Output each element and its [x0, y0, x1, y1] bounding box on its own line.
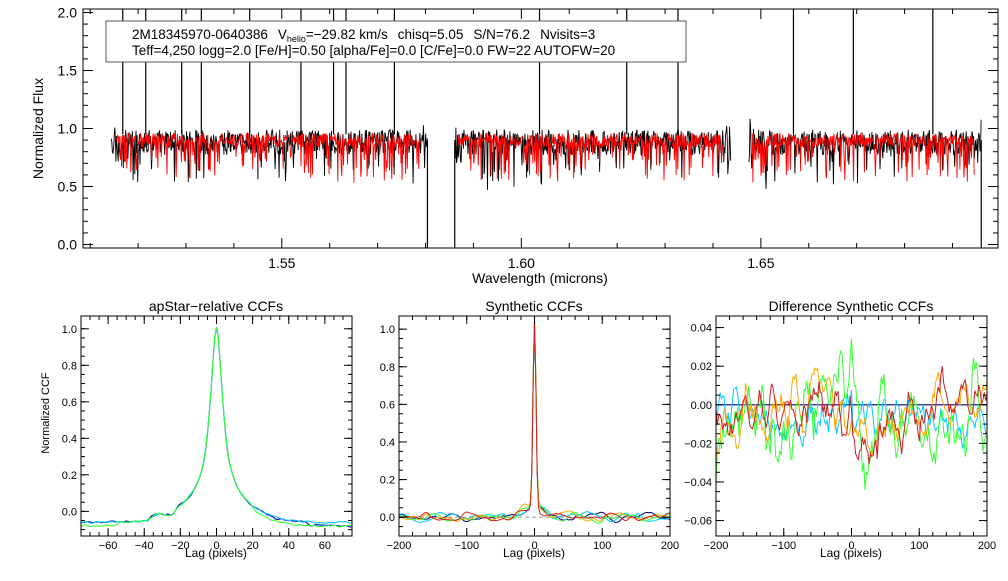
spectrum-ytick-label: 0.0 — [58, 237, 78, 253]
ccf1-xtick-label: −40 — [135, 540, 154, 552]
model-spectrum-chip-3 — [751, 131, 975, 183]
spectrum-xtick-label: 1.60 — [508, 255, 535, 271]
observed-spectrum-chip-1 — [110, 125, 428, 184]
spectrum-ytick-label: 0.5 — [58, 179, 78, 195]
spectrum-ylabel: Normalized Flux — [30, 78, 46, 179]
ccf2-xtick-label: 200 — [661, 540, 679, 552]
ccf1-xtick-label: −60 — [99, 540, 118, 552]
ccf1-ytick-label: 0.2 — [62, 470, 77, 482]
vhelio-value: =−29.82 km/s — [306, 27, 388, 42]
ccf3-ytick-label: 0.04 — [691, 323, 712, 335]
ccf3-ytick-label: −0.02 — [684, 438, 712, 450]
ccf1-plot — [81, 327, 352, 528]
ccf1-series-visit-2 — [81, 328, 352, 524]
ccf1-ytick-label: 0.0 — [62, 506, 77, 518]
ccf3-ticks: −200 −100 0 100 200 −0.06 −0.04 −0.02 0.00 0.02 0.… — [684, 316, 996, 552]
ccf2-series-visit-1 — [399, 319, 670, 523]
ccf2-title: Synthetic CCFs — [485, 298, 582, 314]
ccf3-series-visit-3 — [716, 366, 987, 460]
ccf2-series-visit-3 — [399, 317, 670, 523]
ccf1-xtick-label: 60 — [319, 540, 331, 552]
stellar-params: Teff=4,250 logg=2.0 [Fe/H]=0.50 [alpha/F… — [132, 43, 615, 58]
ccf2-ytick-label: 0.6 — [380, 399, 395, 411]
ccf1-ytick-label: 0.6 — [62, 397, 77, 409]
ccf2-ticks: −200 −100 0 100 200 0.0 0.2 0.4 0.6 0.8 1.0 — [380, 316, 679, 552]
ccf2-frame — [398, 315, 671, 537]
ccf2-series-combined — [399, 320, 670, 524]
ccf3-title: Difference Synthetic CCFs — [769, 298, 934, 314]
vhelio-subscript: helio — [287, 34, 306, 44]
ccf2-xlabel: Lag (pixels) — [503, 546, 565, 560]
ccf3-series-visit-1 — [716, 386, 987, 454]
ccf2-ytick-label: 0.0 — [380, 512, 395, 524]
ccf1-xlabel: Lag (pixels) — [185, 546, 247, 560]
ccf3-xtick-label: −200 — [704, 540, 729, 552]
ccf2-ytick-label: 0.4 — [380, 437, 395, 449]
ccf1-series-visit-1 — [81, 327, 352, 528]
ccf2-series-visit-2 — [399, 316, 670, 524]
snr-value: S/N=76.2 — [473, 27, 530, 42]
ccf1-xtick-label: −20 — [171, 540, 190, 552]
model-spectrum-chip-1 — [114, 132, 421, 183]
ccf3-xtick-label: 0 — [848, 540, 854, 552]
ccf2-xtick-label: −100 — [454, 540, 479, 552]
ccf1-ticks: −60 −40 −20 0 20 40 60 0.0 0.2 0.4 0.6 0.8 1.0 — [62, 316, 352, 552]
ccf3-xtick-label: 100 — [910, 540, 928, 552]
ccf1-xtick-label: 20 — [247, 540, 259, 552]
ccf1-ytick-label: 0.4 — [62, 433, 77, 445]
spectrum-ytick-label: 2.0 — [58, 4, 78, 20]
ccf3-series-visit-4 — [716, 366, 987, 464]
ccf1-xtick-label: 40 — [283, 540, 295, 552]
spectrum-xtick-label: 1.55 — [268, 255, 295, 271]
chisq-value: chisq=5.05 — [398, 27, 464, 42]
ccf3-xlabel: Lag (pixels) — [820, 546, 882, 560]
ccf2-xtick-label: 100 — [593, 540, 611, 552]
ccf3-ytick-label: 0.02 — [691, 361, 712, 373]
ccf3-ytick-label: −0.04 — [684, 477, 712, 489]
ccf3-ytick-label: 0.00 — [691, 400, 712, 412]
ccf1-ytick-label: 0.8 — [62, 360, 77, 372]
ccf1-ylabel: Normalized CCF — [40, 372, 52, 454]
spectrum-ytick-label: 1.5 — [58, 62, 78, 78]
ccf2-ytick-label: 0.2 — [380, 475, 395, 487]
ccf1-xtick-label: 0 — [213, 540, 219, 552]
ccf2-ytick-label: 1.0 — [380, 324, 395, 336]
spectrum-xlabel: Wavelength (microns) — [472, 270, 608, 286]
ccf1-series-visit-3 — [81, 327, 352, 528]
spectrum-header-line1: 2M18345970-0640386 Vhelio=−29.82 km/s chis… — [132, 27, 595, 44]
spectrum-ytick-label: 1.0 — [58, 121, 78, 137]
ccf2-plot — [399, 316, 670, 524]
ccf3-xtick-label: 200 — [978, 540, 996, 552]
spectrum-ticks: 0.0 0.5 1.0 1.5 2.0 1.55 1.60 1.65 — [58, 4, 998, 271]
ccf1-title: apStar−relative CCFs — [149, 298, 283, 314]
ccf2-series-visit-4 — [399, 320, 670, 522]
ccf3-ytick-label: −0.06 — [684, 516, 712, 528]
ccf2-xtick-label: 0 — [531, 540, 537, 552]
ccf3-xtick-label: −100 — [771, 540, 796, 552]
ccf2-ytick-label: 0.8 — [380, 362, 395, 374]
ccf2-xtick-label: −200 — [387, 540, 412, 552]
spectrum-header-box — [105, 20, 687, 63]
vhelio-symbol: V — [278, 27, 287, 42]
ccf1-ytick-label: 1.0 — [62, 324, 77, 336]
model-spectrum-chip-2 — [457, 132, 725, 182]
ccf1-frame — [80, 315, 353, 537]
star-id: 2M18345970-0640386 — [132, 27, 268, 42]
spectrum-xtick-label: 1.65 — [747, 255, 774, 271]
nvisits-value: Nvisits=3 — [540, 27, 595, 42]
ccf3-plot — [716, 338, 987, 491]
